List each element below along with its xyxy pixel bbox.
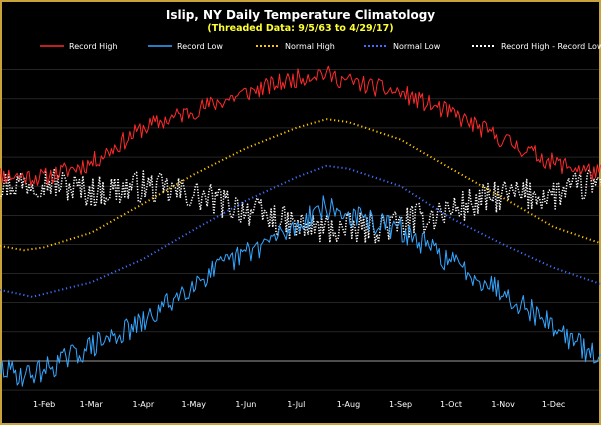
gridlines	[2, 69, 599, 391]
x-tick-label: 1-Feb	[33, 400, 55, 409]
legend-record-range-label: Record High - Record Low	[501, 41, 601, 51]
legend-normal-low-label: Normal Low	[393, 41, 441, 51]
x-tick-label: 1-Apr	[132, 400, 154, 409]
x-tick-label: 1-May	[182, 400, 207, 409]
chart-title: Islip, NY Daily Temperature Climatology	[165, 8, 436, 22]
x-tick-label: 1-Nov	[491, 400, 515, 409]
series-line-record-high	[0, 65, 601, 186]
legend-normal-low: Normal Low	[364, 40, 440, 52]
series-line-record-high-record-low	[0, 169, 601, 244]
series-line-normal-low	[0, 164, 601, 298]
series-lines	[0, 65, 601, 387]
legend-normal-high-label: Normal High	[285, 41, 335, 51]
x-tick-label: 1-Mar	[80, 400, 104, 409]
legend-record-low: Record Low	[148, 40, 223, 52]
chart-subtitle: (Threaded Data: 9/5/63 to 4/29/17)	[207, 23, 394, 34]
legend-record-high-label: Record High	[69, 41, 118, 51]
legend-record-high: Record High	[40, 40, 118, 52]
legend-record-low-label: Record Low	[177, 41, 223, 51]
x-tick-label: 1-Oct	[440, 400, 462, 409]
x-tick-label: 1-Aug	[337, 400, 360, 409]
x-axis-ticks: Jan1-Feb1-Mar1-Apr1-May1-Jun1-Jul1-Aug1-…	[33, 400, 565, 409]
legend-record-range: Record High - Record Low	[472, 40, 601, 52]
legend-normal-high: Normal High	[256, 40, 335, 52]
series-line-record-low	[0, 195, 601, 387]
x-tick-label: 1-Dec	[542, 400, 565, 409]
x-tick-label: 1-Jun	[235, 400, 256, 409]
x-tick-label: 1-Jul	[287, 400, 305, 409]
x-tick-label: 1-Sep	[389, 400, 412, 409]
